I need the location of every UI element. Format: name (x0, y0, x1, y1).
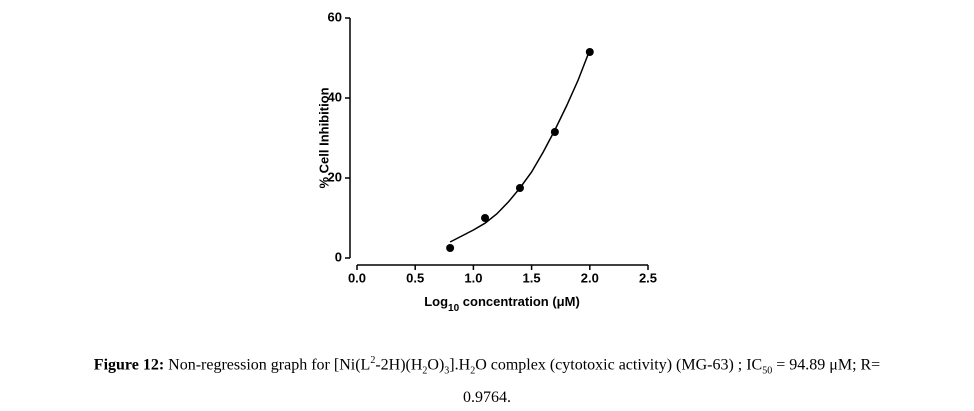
y-tick-label: 40 (328, 89, 342, 104)
x-label-part: concentration (μM) (459, 294, 580, 309)
x-tick-label: 1.5 (523, 270, 541, 285)
data-point (446, 244, 455, 252)
x-tick-label: 2.5 (639, 270, 657, 285)
caption-sub: 2 (422, 365, 428, 377)
x-tick-label: 0.0 (348, 270, 366, 285)
caption-label: Figure 12: (93, 356, 165, 374)
y-axis-label: % Cell Inhibition (316, 87, 331, 188)
x-tick-label: 2.0 (581, 270, 599, 285)
x-label-sub: 10 (448, 303, 460, 314)
x-axis-label: Log10 concentration (μM) (424, 294, 580, 313)
y-tick-label: 0 (335, 249, 342, 264)
caption-text: -2H)(H (375, 356, 423, 374)
y-tick-label: 20 (328, 169, 342, 184)
x-tick-label: 1.0 (464, 270, 482, 285)
chart: % Cell Inhibition Log10 concentration (μ… (316, 9, 657, 313)
caption-sub: 3 (444, 365, 450, 377)
caption-text: 0.9764. (463, 388, 511, 406)
caption: Figure 12: Non-regression graph for [Ni(… (0, 348, 974, 411)
caption-sup: 2 (370, 355, 376, 366)
x-tick-label: 0.5 (406, 270, 424, 285)
caption-sub: 50 (762, 365, 773, 377)
caption-text: = 94.89 μM; R= (772, 356, 881, 374)
caption-text: O complex (cytotoxic activity) (MG-63) ;… (475, 356, 763, 374)
data-point (481, 214, 490, 222)
page: % Cell Inhibition Log10 concentration (μ… (93, 9, 881, 406)
caption-text: Non-regression graph for [Ni(L (164, 356, 371, 374)
caption-text: O) (427, 356, 445, 374)
x-label-part: Log (424, 294, 448, 309)
fit-curve (449, 49, 591, 243)
y-tick-label: 60 (328, 9, 342, 24)
caption-sub: 2 (470, 365, 476, 377)
caption-text: ].H (449, 356, 471, 374)
